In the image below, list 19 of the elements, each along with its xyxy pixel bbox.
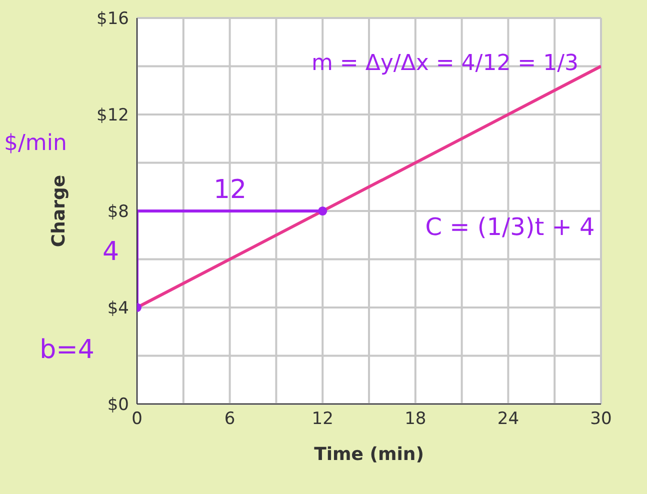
y-axis-title: Charge (48, 174, 70, 248)
x-tick-label: 18 (404, 409, 426, 430)
x-tick-label: 24 (497, 409, 520, 430)
annotation: C = (1/3)t + 4 (425, 213, 595, 241)
y-tick-label: $4 (107, 298, 129, 319)
text: b=4 (40, 335, 94, 365)
text: $/min (4, 131, 67, 156)
x-tick-label: 6 (224, 409, 236, 430)
y-tick-label: $0 (107, 395, 129, 416)
x-axis-title: Time (min) (314, 444, 424, 465)
x-tick-label: 0 (132, 409, 142, 430)
x-tick-label: 30 (590, 409, 612, 430)
y-tick-label: $8 (107, 202, 129, 222)
annotation: m = Δy/Δx = 4/12 = 1/3 (311, 51, 579, 76)
y-tick-label: $12 (96, 106, 129, 126)
text: 4 (102, 237, 119, 267)
annotation: 12 (213, 175, 247, 205)
y-tick-label: $16 (96, 9, 129, 30)
x-tick-label: 12 (312, 409, 334, 430)
